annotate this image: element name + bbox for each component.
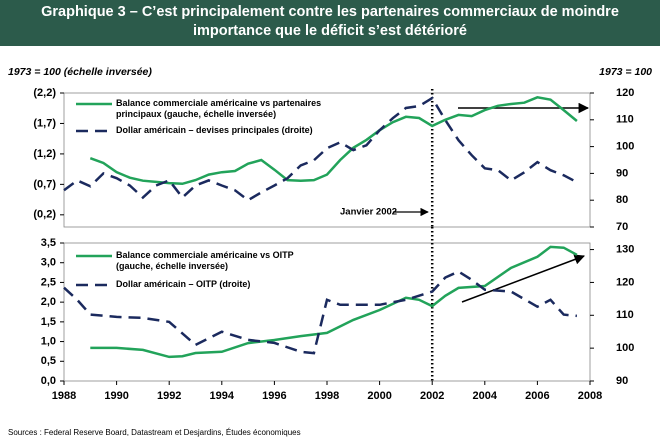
- source: Sources : Federal Reserve Board, Datastr…: [8, 428, 301, 437]
- y-tick-label: 0,5: [41, 355, 56, 367]
- x-tick-label: 2008: [578, 390, 602, 402]
- y-tick-label: 2,5: [41, 276, 56, 288]
- y-tick-label: 0,0: [41, 375, 56, 387]
- data-line: [89, 96, 578, 186]
- y-tick-label: 3,0: [41, 257, 56, 269]
- legend-entry: Balance commerciale américaine vs parten…: [116, 98, 322, 119]
- x-tick-label: 2004: [473, 390, 498, 402]
- y-tick-label: (0,2): [33, 209, 56, 221]
- y2-tick-label: 70: [616, 221, 628, 233]
- data-line: [63, 96, 578, 202]
- y-tick-label: 1,0: [41, 335, 56, 347]
- chart-title: Graphique 3 – C’est principalement contr…: [41, 4, 619, 39]
- y2-tick-label: 80: [616, 194, 628, 206]
- x-tick-label: 2002: [420, 390, 444, 402]
- y2-tick-label: 120: [616, 276, 634, 288]
- y2-tick-label: 90: [616, 375, 628, 387]
- plot-frame: [63, 92, 591, 228]
- y-tick-label: (2,2): [33, 87, 56, 99]
- title-box: Graphique 3 – C’est principalement contr…: [41, 4, 619, 39]
- x-tick-label: 1994: [210, 390, 235, 402]
- y-tick-label: (1,7): [33, 117, 56, 129]
- annotation: Janvier 2002: [340, 207, 397, 218]
- y-tick-label: 1,5: [41, 316, 56, 328]
- y2-tick-label: 100: [616, 141, 634, 153]
- data-line: [90, 245, 578, 359]
- legend-label: Dollar américain – devises principales (…: [116, 125, 313, 135]
- data-line: [63, 270, 578, 355]
- x-tick-label: 2000: [367, 390, 391, 402]
- legend-entry: Dollar américain – devises principales (…: [116, 125, 313, 135]
- y-axis-label: 1973 = 100 (échelle inversée): [8, 66, 152, 78]
- x-tick-label: 1990: [104, 390, 128, 402]
- y2-tick-label: 110: [616, 114, 634, 126]
- x-tick-label: 1996: [262, 390, 286, 402]
- title-bar: [0, 0, 660, 46]
- x-tick-label: 1988: [52, 390, 76, 402]
- legend-label: Balance commerciale américaine vs parten…: [116, 98, 322, 119]
- y-tick-label: 2,0: [41, 296, 56, 308]
- legend-entry: Dollar américain – OITP (droite): [116, 279, 251, 289]
- y-tick-label: (0,7): [33, 178, 56, 190]
- y2-tick-label: 130: [616, 243, 634, 255]
- y2-tick-label: 110: [616, 309, 634, 321]
- y-tick-label: 3,5: [41, 237, 56, 249]
- x-tick-label: 2006: [525, 390, 549, 402]
- x-tick-label: 1998: [315, 390, 339, 402]
- y2-axis-label: 1973 = 100: [599, 66, 652, 78]
- legend-entry: Balance commerciale américaine vs OITP (…: [116, 250, 294, 271]
- trend-arrow: [461, 254, 585, 303]
- y2-tick-label: 120: [616, 87, 634, 99]
- legend-label: Balance commerciale américaine vs OITP (…: [116, 250, 294, 271]
- x-tick-label: 1992: [157, 390, 181, 402]
- y2-tick-label: 100: [616, 342, 634, 354]
- legend-label: Dollar américain – OITP (droite): [116, 279, 251, 289]
- y2-tick-label: 90: [616, 167, 628, 179]
- y-tick-label: (1,2): [33, 148, 56, 160]
